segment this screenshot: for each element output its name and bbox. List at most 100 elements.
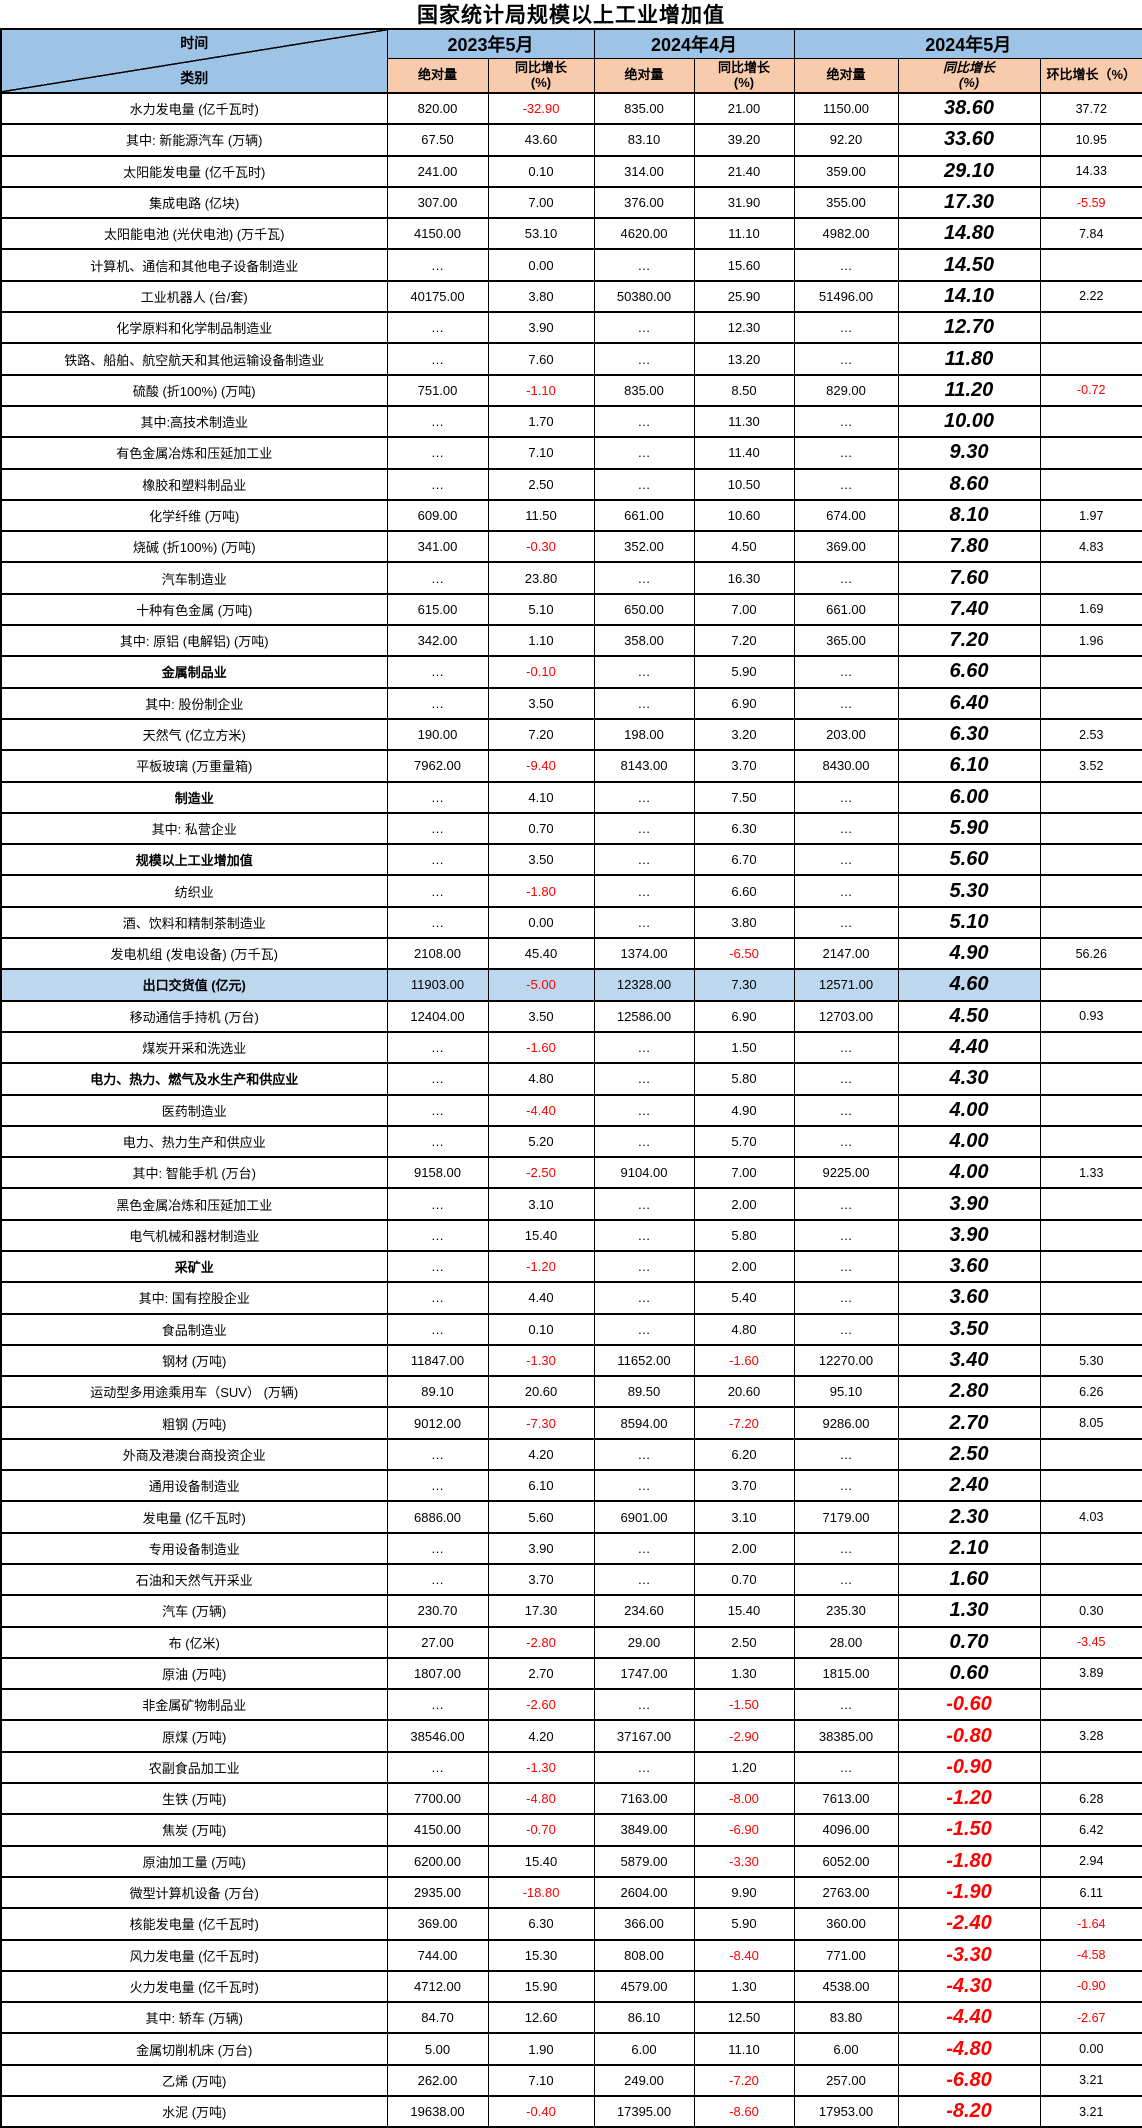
value-cell[interactable]: 262.00 (386, 2063, 489, 2098)
value-cell[interactable]: … (386, 1562, 489, 1597)
value-cell[interactable]: 2.70 (487, 1656, 595, 1691)
category-cell[interactable]: 其中: 股份制企业 (0, 686, 388, 720)
value-cell[interactable]: 95.10 (793, 1375, 899, 1409)
value-cell[interactable]: 89.10 (386, 1375, 489, 1409)
category-cell[interactable]: 化学纤维 (万吨) (0, 498, 388, 533)
value-cell[interactable]: … (386, 905, 489, 940)
value-cell[interactable]: 4.50 (897, 999, 1041, 1033)
value-cell[interactable]: … (386, 1281, 489, 1315)
value-cell[interactable]: 12.30 (693, 311, 795, 345)
subheader-yoy-2024-05[interactable]: 同比增长 (%) (897, 58, 1041, 94)
value-cell[interactable]: 19638.00 (386, 2094, 489, 2128)
value-cell[interactable]: -5.00 (487, 968, 595, 1002)
value-cell[interactable]: … (386, 1750, 489, 1785)
value-cell[interactable]: -1.30 (487, 1750, 595, 1785)
value-cell[interactable]: … (386, 467, 489, 501)
value-cell[interactable]: 4.90 (897, 937, 1041, 971)
value-cell[interactable]: 2108.00 (386, 937, 489, 971)
value-cell[interactable]: 365.00 (793, 624, 899, 658)
value-cell[interactable]: … (593, 905, 695, 940)
value-cell[interactable]: 1.50 (693, 1030, 795, 1065)
value-cell[interactable] (1039, 843, 1142, 877)
value-cell[interactable]: 14.50 (897, 248, 1041, 282)
category-cell[interactable]: 出口交货值 (亿元) (0, 968, 388, 1002)
value-cell[interactable]: -4.40 (487, 1093, 595, 1127)
subheader-yoy-2024-04[interactable]: 同比增长 (%) (693, 58, 795, 94)
value-cell[interactable]: 4.00 (897, 1156, 1041, 1190)
value-cell[interactable]: 376.00 (593, 185, 695, 220)
category-cell[interactable]: 水泥 (万吨) (0, 2094, 388, 2128)
value-cell[interactable]: 2.94 (1039, 1844, 1142, 1878)
value-cell[interactable]: 6.20 (693, 1437, 795, 1472)
value-cell[interactable]: 615.00 (386, 592, 489, 627)
subheader-yoy-2023-05[interactable]: 同比增长 (%) (487, 58, 595, 94)
value-cell[interactable]: 8.50 (693, 373, 795, 407)
value-cell[interactable]: 50380.00 (593, 279, 695, 314)
value-cell[interactable]: -0.60 (897, 1688, 1041, 1722)
value-cell[interactable]: -18.80 (487, 1875, 595, 1910)
value-cell[interactable]: 0.30 (1039, 1594, 1142, 1628)
value-cell[interactable]: … (593, 1312, 695, 1346)
value-cell[interactable]: 1.97 (1039, 498, 1142, 533)
value-cell[interactable]: … (793, 561, 899, 595)
value-cell[interactable]: 14.80 (897, 217, 1041, 251)
value-cell[interactable]: … (593, 467, 695, 501)
category-cell[interactable]: 金属切削机床 (万台) (0, 2032, 388, 2066)
value-cell[interactable]: 9.90 (693, 1875, 795, 1910)
value-cell[interactable]: 4.10 (487, 780, 595, 814)
value-cell[interactable]: … (793, 1750, 899, 1785)
value-cell[interactable] (1039, 968, 1142, 1002)
category-cell[interactable]: 非金属矿物制品业 (0, 1688, 388, 1722)
value-cell[interactable]: 15.40 (693, 1594, 795, 1628)
value-cell[interactable]: 27.00 (386, 1625, 489, 1659)
value-cell[interactable]: 9286.00 (793, 1406, 899, 1440)
value-cell[interactable]: 17.30 (487, 1594, 595, 1628)
value-cell[interactable]: 8594.00 (593, 1406, 695, 1440)
value-cell[interactable]: 674.00 (793, 498, 899, 533)
category-cell[interactable]: 钢材 (万吨) (0, 1343, 388, 1378)
value-cell[interactable]: 7.30 (693, 968, 795, 1002)
value-cell[interactable]: 14.10 (897, 279, 1041, 314)
value-cell[interactable]: … (593, 655, 695, 689)
value-cell[interactable]: 53.10 (487, 217, 595, 251)
value-cell[interactable]: 203.00 (793, 717, 899, 752)
value-cell[interactable]: … (386, 1688, 489, 1722)
value-cell[interactable]: -8.00 (693, 1782, 795, 1816)
value-cell[interactable]: 8430.00 (793, 749, 899, 783)
value-cell[interactable]: 342.00 (386, 624, 489, 658)
value-cell[interactable]: 2.53 (1039, 717, 1142, 752)
value-cell[interactable]: 20.60 (487, 1375, 595, 1409)
category-cell[interactable]: 外商及港澳台商投资企业 (0, 1437, 388, 1472)
value-cell[interactable]: … (386, 1062, 489, 1096)
value-cell[interactable]: 40175.00 (386, 279, 489, 314)
value-cell[interactable]: 6052.00 (793, 1844, 899, 1878)
value-cell[interactable]: 37167.00 (593, 1719, 695, 1753)
value-cell[interactable]: -1.50 (693, 1688, 795, 1722)
value-cell[interactable]: … (793, 655, 899, 689)
value-cell[interactable]: 234.60 (593, 1594, 695, 1628)
value-cell[interactable]: -4.40 (897, 2001, 1041, 2035)
value-cell[interactable]: 7.40 (897, 592, 1041, 627)
value-cell[interactable]: 751.00 (386, 373, 489, 407)
value-cell[interactable]: 369.00 (386, 1907, 489, 1941)
value-cell[interactable]: 9225.00 (793, 1156, 899, 1190)
value-cell[interactable]: 6.40 (897, 686, 1041, 720)
value-cell[interactable]: 5879.00 (593, 1844, 695, 1878)
value-cell[interactable]: 0.93 (1039, 999, 1142, 1033)
value-cell[interactable]: … (793, 248, 899, 282)
value-cell[interactable]: … (793, 1531, 899, 1565)
value-cell[interactable]: … (593, 1437, 695, 1472)
value-cell[interactable]: … (793, 1688, 899, 1722)
value-cell[interactable]: … (793, 1437, 899, 1472)
value-cell[interactable] (1039, 467, 1142, 501)
value-cell[interactable]: 6.70 (693, 843, 795, 877)
value-cell[interactable]: 1.33 (1039, 1156, 1142, 1190)
value-cell[interactable]: 3.52 (1039, 749, 1142, 783)
value-cell[interactable]: 45.40 (487, 937, 595, 971)
value-cell[interactable]: 15.60 (693, 248, 795, 282)
value-cell[interactable]: 0.10 (487, 1312, 595, 1346)
category-cell[interactable]: 煤炭开采和洗选业 (0, 1030, 388, 1065)
value-cell[interactable]: 11847.00 (386, 1343, 489, 1378)
value-cell[interactable]: … (593, 248, 695, 282)
value-cell[interactable]: 1747.00 (593, 1656, 695, 1691)
